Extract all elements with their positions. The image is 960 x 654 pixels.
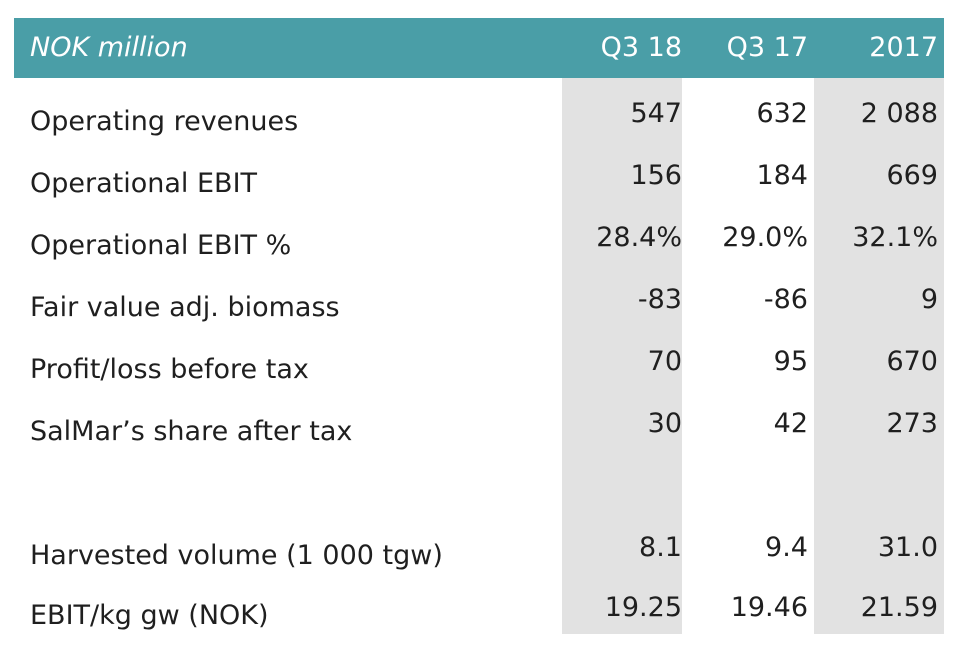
cell-q3-17: 29.0% (722, 222, 808, 253)
cell-q3-17: 19.46 (730, 592, 808, 623)
table-row-harvested-volume: Harvested volume (1 000 tgw) 8.1 9.4 31.… (14, 532, 944, 580)
cell-q3-17: 42 (773, 408, 808, 439)
cell-q3-18: -83 (637, 284, 682, 315)
cell-2017: 31.0 (877, 532, 938, 563)
table-row-operational-ebit-pct: Operational EBIT % 28.4% 29.0% 32.1% (14, 222, 944, 270)
cell-2017: 2 088 (860, 98, 938, 129)
cell-q3-17: 632 (756, 98, 808, 129)
cell-q3-18: 547 (630, 98, 682, 129)
financial-summary-table: NOK million Q3 18 Q3 17 2017 Operating r… (14, 18, 944, 634)
header-col-q3-17: Q3 17 (726, 32, 808, 63)
table-row-salmar-share: SalMar’s share after tax 30 42 273 (14, 408, 944, 456)
cell-2017: 273 (886, 408, 938, 439)
shaded-column-q3-18-bg (562, 78, 682, 634)
row-label: Harvested volume (1 000 tgw) (30, 540, 443, 571)
table-row-ebit-per-kg: EBIT/kg gw (NOK) 19.25 19.46 21.59 (14, 592, 944, 640)
table-row-operating-revenues: Operating revenues 547 632 2 088 (14, 98, 944, 146)
cell-2017: 21.59 (860, 592, 938, 623)
shaded-column-2017 (814, 78, 944, 634)
cell-2017: 32.1% (852, 222, 938, 253)
row-label: Operational EBIT (30, 168, 258, 199)
cell-q3-17: 95 (773, 346, 808, 377)
row-label: Profit/loss before tax (30, 354, 309, 385)
header-col-q3-18: Q3 18 (600, 32, 682, 63)
table-row-profit-before-tax: Profit/loss before tax 70 95 670 (14, 346, 944, 394)
cell-2017: 670 (886, 346, 938, 377)
cell-q3-18: 156 (630, 160, 682, 191)
row-label: EBIT/kg gw (NOK) (30, 600, 269, 631)
table-header: NOK million Q3 18 Q3 17 2017 (14, 18, 944, 78)
cell-q3-18: 8.1 (639, 532, 682, 563)
row-label: SalMar’s share after tax (30, 416, 353, 447)
row-label: Fair value adj. biomass (30, 292, 340, 323)
table-row-fair-value-adj: Fair value adj. biomass -83 -86 9 (14, 284, 944, 332)
cell-2017: 9 (920, 284, 938, 315)
cell-q3-17: 184 (756, 160, 808, 191)
row-label: Operational EBIT % (30, 230, 292, 261)
header-col-2017: 2017 (869, 32, 938, 63)
cell-q3-18: 28.4% (596, 222, 682, 253)
cell-q3-18: 19.25 (604, 592, 682, 623)
table-row-operational-ebit: Operational EBIT 156 184 669 (14, 160, 944, 208)
cell-q3-18: 70 (647, 346, 682, 377)
row-label: Operating revenues (30, 106, 299, 137)
cell-q3-17: 9.4 (765, 532, 808, 563)
cell-2017: 669 (886, 160, 938, 191)
header-unit-label: NOK million (30, 32, 188, 63)
cell-q3-18: 30 (647, 408, 682, 439)
cell-q3-17: -86 (763, 284, 808, 315)
